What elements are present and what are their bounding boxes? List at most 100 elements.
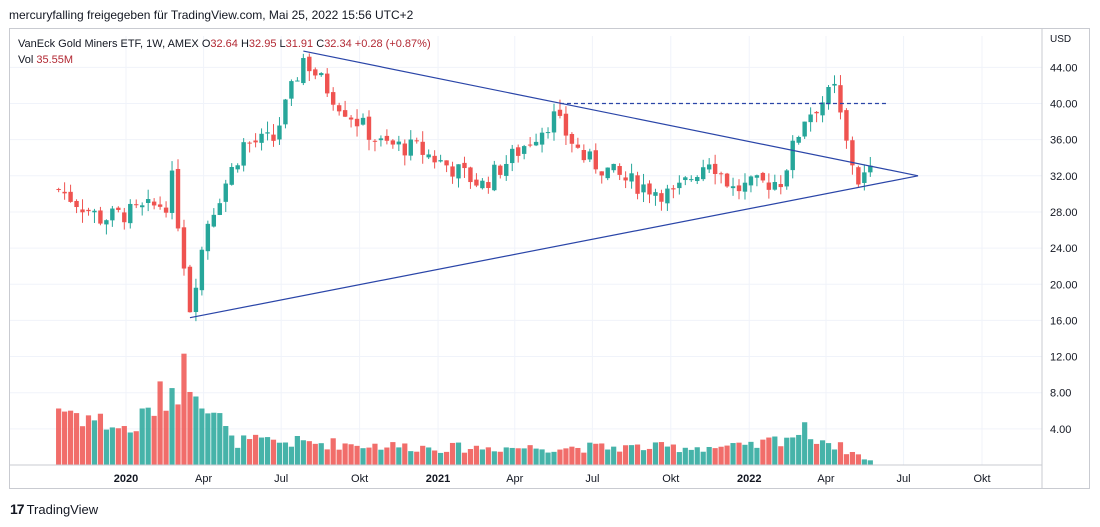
candle-body [277,125,282,140]
candle-body [575,144,581,148]
triangle-line [303,50,919,177]
high-label: H [240,38,249,50]
candle-body [211,214,217,227]
candle-body [80,209,85,213]
candle-body [641,184,646,193]
price-tick-label: 8.00 [1050,388,1071,400]
candle-body [241,142,246,166]
volume-bar [813,443,820,465]
volume-bar [473,445,480,465]
candle-body [701,167,706,180]
low-value: 31.91 [285,38,314,50]
volume-bar [258,437,265,465]
volume-bar [569,446,575,465]
volume-bar [378,449,384,465]
volume-bar [157,381,163,465]
triangle-trendlines [189,50,919,319]
volume-bar [682,447,688,465]
time-tick-label: Apr [817,473,834,485]
candle-body [128,203,133,224]
volume-bar [855,454,861,465]
volume-bar [145,407,151,465]
candle-body [360,117,366,125]
publish-bar: mercuryfalling freigegeben für TradingVi… [0,0,1100,28]
candle-body [444,160,449,166]
candle-body [259,133,264,143]
volume-bar [133,431,139,465]
volume-bar [521,448,527,465]
volume-bar [318,443,324,465]
candle-body [456,164,461,179]
volume-bar [497,451,503,465]
volume-bar [849,452,856,465]
candle-body [587,151,593,160]
volume-bar [402,443,408,465]
open-value: 32.64 [210,38,238,50]
candle-body [784,170,789,187]
price-tick-label: 44.00 [1050,62,1078,74]
candle-body [772,182,778,190]
volume-bar [634,444,641,465]
time-tick-label: 2021 [426,473,450,485]
volume-bar [306,441,312,465]
candle-body [623,177,628,181]
volume-bar [539,449,545,465]
volume-bar [778,446,784,465]
candle-body [504,163,509,176]
volume-bar [443,451,450,465]
volume-bar [199,408,205,465]
volume-bar [837,442,844,465]
price-tick-label: 24.00 [1050,243,1078,255]
candle-body [808,114,813,123]
volume-bar [384,447,390,465]
candle-body [635,175,640,194]
candle-body [283,99,288,125]
time-tick-label: Jul [274,473,288,485]
candle-body [671,188,676,190]
candle-body [414,140,419,142]
volume-bar [85,415,92,465]
candle-body [301,58,306,84]
volume-bar [867,460,873,465]
volume-bar [270,439,277,465]
candle-body [695,177,700,182]
candle-body [235,165,240,170]
candle-body [724,173,730,187]
volume-bar [300,440,306,465]
volume-bar [229,435,235,465]
volume-bar [652,442,659,465]
volume-bar [252,434,259,465]
candle-body [74,200,79,208]
volume-bar [825,443,832,465]
volume-bar [414,451,420,465]
volume-bar [611,446,617,465]
volume-bar [366,447,372,465]
volume-bar [670,444,676,465]
time-tick-label: 2022 [737,473,761,485]
candle-body [868,165,873,173]
volume-bar [276,442,283,465]
volume-bar [479,449,485,465]
price-tick-label: 20.00 [1050,279,1078,291]
volume-bar [808,439,814,465]
candle-body [199,249,205,291]
candle-body [295,80,300,82]
candle-body [510,148,515,164]
candle-body [253,140,258,143]
time-axis: 2020 Apr Jul Okt 2021 Apr Jul Okt 2022 Apr Jul Okt [10,464,1042,485]
candle-body [110,208,115,221]
legend-ohlc-row: VanEck Gold Miners ETF, 1W, AMEX O32.64 … [18,36,431,52]
candle-body [92,210,97,213]
volume-bar [282,442,289,465]
volume-bar [819,440,826,465]
candle-body [157,204,163,207]
volume-bar [408,451,414,465]
volume-bar [545,452,551,465]
volume-bar [175,404,181,465]
time-tick-label: Jul [897,473,911,485]
volume-bar [563,448,569,465]
candle-body [384,135,390,141]
candle-body [480,180,485,189]
price-tick-label: 32.00 [1050,171,1078,183]
